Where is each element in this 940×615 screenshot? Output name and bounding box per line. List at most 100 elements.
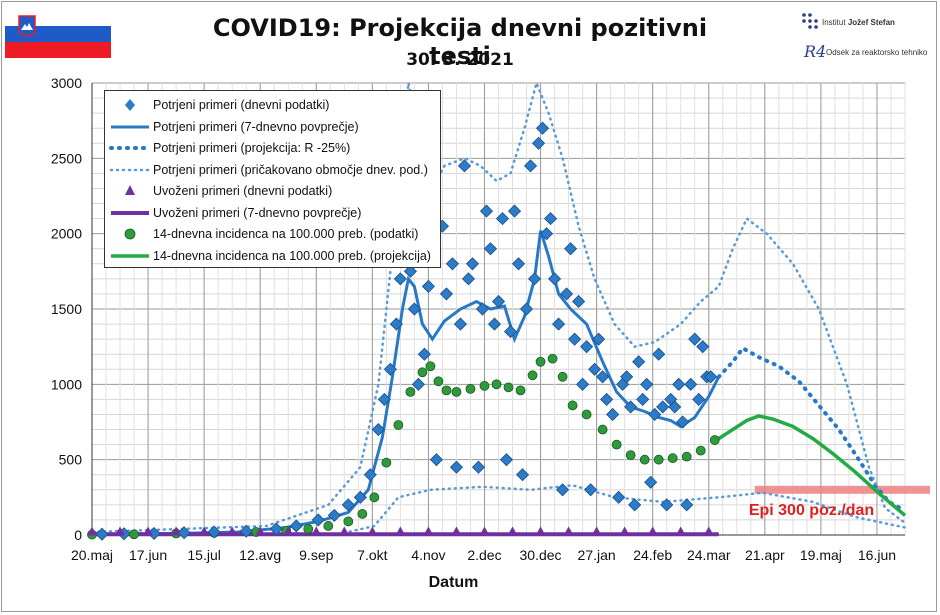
x-tick-label: 7.okt (357, 547, 387, 563)
daily-case-point (606, 407, 620, 422)
daily-case-point (439, 287, 454, 301)
legend-symbol-icon (111, 125, 149, 128)
imported-case-point (367, 526, 378, 536)
incidence-point (465, 383, 476, 394)
legend-label: Uvoženi primeri (7-dnevno povprečje) (153, 205, 362, 220)
series-line-potrjeni-primeri-pri-akovano-obmo-je-dnev-pod-lower (90, 484, 907, 537)
ijs-dots-icon (802, 13, 818, 29)
daily-case-point (600, 392, 614, 406)
incidence-point (369, 492, 380, 503)
daily-case-point (499, 453, 514, 467)
daily-case-point (676, 415, 690, 429)
imported-case-point (591, 526, 602, 536)
daily-case-point (471, 460, 486, 474)
x-tick-label: 12.avg (239, 547, 281, 563)
incidence-point (625, 450, 636, 461)
imported-case-point (199, 526, 210, 536)
daily-case-point (572, 294, 586, 309)
daily-case-point (377, 392, 391, 406)
daily-case-point (515, 468, 530, 482)
legend-symbol-icon (109, 146, 151, 150)
daily-case-point (411, 377, 425, 391)
incidence-point (567, 400, 578, 411)
daily-case-point (636, 392, 650, 406)
incidence-point (515, 385, 526, 396)
daily-case-point (543, 212, 558, 226)
x-axis-label: Datum (429, 574, 479, 591)
incidence-point (667, 453, 678, 464)
legend-symbol-icon (109, 168, 151, 171)
incidence-point (597, 424, 608, 435)
legend-item: Potrjeni primeri (dnevni podatki) (109, 95, 439, 115)
daily-case-point (539, 227, 554, 241)
daily-case-point (568, 332, 582, 346)
daily-case-point (289, 519, 303, 533)
chart-legend: Potrjeni primeri (dnevni podatki) Potrjen… (104, 90, 441, 268)
x-tick-label: 19.maj (800, 547, 842, 563)
chart-date: 30. 3. 2021 (406, 50, 514, 70)
imported-case-point (115, 526, 126, 536)
daily-case-point (620, 370, 634, 384)
daily-case-point (483, 242, 498, 256)
daily-case-point (457, 159, 472, 173)
legend-symbol-icon (111, 253, 149, 258)
incidence-point (393, 420, 404, 430)
daily-case-point (596, 370, 610, 384)
incidence-point (405, 386, 416, 397)
daily-case-point (479, 204, 494, 218)
y-tick-label: 1500 (51, 301, 82, 317)
legend-item: 14-dnevna incidenca na 100.000 preb. (pr… (109, 246, 439, 266)
daily-case-point (207, 525, 221, 539)
daily-case-point (644, 475, 658, 489)
legend-label: Potrjeni primeri (7-dnevno povprečje) (153, 119, 359, 134)
daily-case-point (592, 332, 606, 346)
legend-item: Potrjeni primeri (projekcija: R -25%) (109, 138, 439, 158)
incidence-point (639, 454, 650, 465)
imported-case-point (479, 526, 490, 536)
x-tick-label: 2.dec (467, 547, 501, 563)
incidence-point (417, 367, 428, 378)
incidence-point (303, 524, 314, 534)
imported-case-point (87, 526, 97, 536)
imported-case-point (227, 526, 238, 536)
incidence-point (653, 454, 664, 465)
daily-case-point (612, 490, 626, 504)
daily-case-point (421, 279, 435, 293)
daily-case-point (393, 272, 407, 286)
incidence-point (681, 451, 692, 462)
imported-case-point (395, 526, 406, 536)
series-line-potrjeni-primeri-pri-akovano-obmo-je-dnev-pod-upper (90, 79, 907, 534)
daily-case-point (465, 257, 480, 271)
slovenia-flag-icon (5, 10, 111, 58)
threshold-band (754, 485, 930, 494)
legend-label: Potrjeni primeri (dnevni podatki) (153, 98, 330, 112)
incidence-point (491, 379, 502, 390)
imported-case-point (311, 526, 322, 536)
daily-case-point (177, 526, 191, 540)
daily-case-point (535, 121, 550, 135)
daily-case-point (449, 460, 464, 474)
daily-case-point (327, 508, 341, 522)
daily-case-point (527, 272, 542, 286)
daily-case-point (371, 422, 385, 437)
legend-label: 14-dnevna incidenca na 100.000 preb. (po… (153, 227, 419, 241)
x-tick-label: 20.maj (71, 547, 113, 563)
r4-logo-text: Odsek za reaktorsko tehniko (826, 48, 928, 57)
imported-case-point (255, 526, 266, 536)
legend-item: Potrjeni primeri (pričakovano območje dn… (109, 160, 439, 180)
y-tick-label: 1000 (51, 376, 82, 392)
incidence-point (425, 361, 436, 372)
daily-case-point (407, 302, 421, 316)
daily-case-point (660, 498, 674, 512)
ijs-logo: Institut Jožef Stefan (800, 12, 895, 37)
incidence-point (503, 382, 514, 393)
daily-case-point (556, 483, 570, 497)
daily-case-point (692, 392, 706, 406)
x-tick-label: 24.feb (633, 547, 672, 563)
imported-case-point (339, 526, 350, 536)
daily-case-point (668, 400, 682, 414)
x-tick-label: 30.dec (520, 547, 562, 563)
legend-label: Potrjeni primeri (pričakovano območje dn… (153, 162, 428, 177)
daily-case-point (588, 362, 602, 376)
